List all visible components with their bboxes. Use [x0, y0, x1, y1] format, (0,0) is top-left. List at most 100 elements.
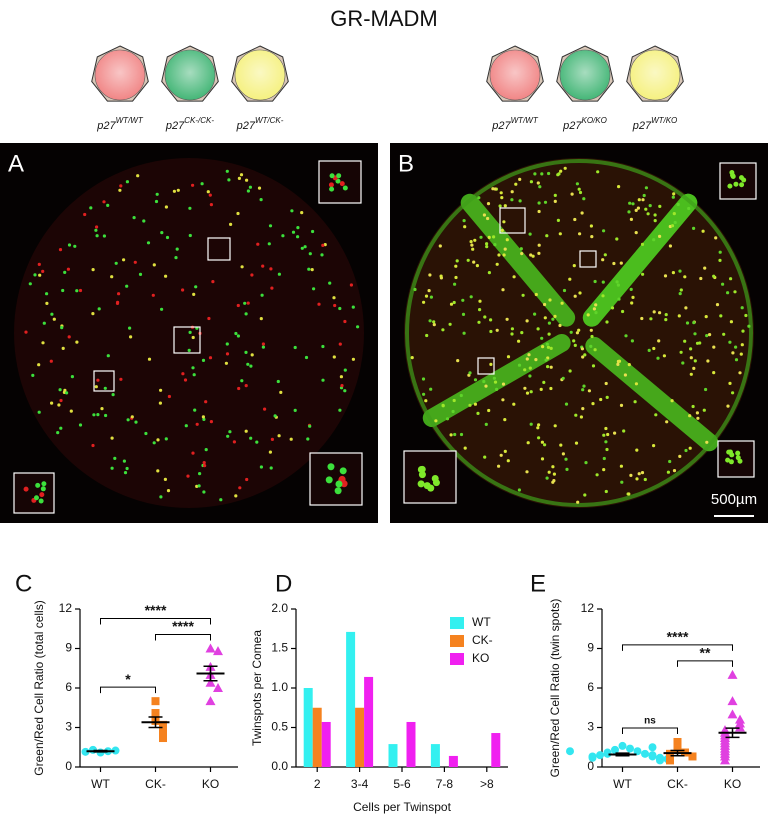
cell-dot: [261, 264, 265, 268]
cell-dot: [237, 176, 241, 180]
cell-dot: [187, 348, 191, 352]
cell-dot: [540, 172, 544, 176]
cell-dot: [523, 386, 527, 390]
cell-dot: [529, 180, 534, 184]
cell-dot: [534, 358, 538, 362]
cell-dot: [73, 244, 77, 248]
data-point: [673, 737, 682, 746]
inset-frame: [207, 237, 231, 261]
cell-dot: [321, 243, 325, 247]
cell-dot: [628, 201, 632, 205]
cell-dot: [321, 344, 325, 349]
cell-dot: [612, 261, 616, 266]
inset-cell: [418, 471, 426, 479]
cell-dot: [289, 437, 293, 441]
cell-dot: [95, 234, 99, 238]
cell-dot: [183, 378, 188, 382]
cell-dot: [722, 332, 726, 336]
cell-dot: [726, 291, 730, 295]
cell-dot: [696, 416, 700, 420]
cell-dot: [692, 366, 696, 370]
cell-dot: [570, 192, 574, 196]
cell-dot: [462, 219, 466, 223]
cell-dot: [619, 403, 624, 407]
cell-dot: [540, 457, 545, 461]
cell-dot: [548, 298, 552, 302]
cell-dot: [688, 414, 692, 418]
cell-dot: [159, 388, 163, 392]
cell-dot: [678, 269, 682, 273]
sem-bar: [615, 752, 630, 757]
cell-dot: [726, 404, 730, 408]
cell-dot: [110, 436, 114, 440]
cell-dot: [528, 232, 532, 236]
cell-dot: [61, 346, 65, 350]
genotype-base: p27: [562, 120, 582, 132]
cell-dot: [65, 391, 69, 395]
cell-dot: [256, 242, 260, 246]
cell-dot: [596, 170, 600, 174]
cell-dot: [240, 265, 244, 269]
cell-dot: [461, 298, 465, 302]
cell-shine: [95, 50, 145, 100]
cell-dot: [459, 393, 463, 398]
cell-dot: [519, 247, 523, 251]
cell-dot: [574, 413, 578, 417]
cell-dot: [568, 277, 572, 281]
cell-dot: [293, 408, 297, 412]
cell-dot: [547, 321, 552, 325]
green-streak: [582, 193, 698, 327]
panel-label: A: [8, 150, 24, 177]
cell-dot: [128, 326, 132, 330]
cell-dot: [144, 431, 148, 436]
cell-dot: [580, 211, 584, 215]
cell-dot: [317, 302, 321, 306]
cell-dot: [537, 243, 541, 247]
genotype-sup: CK-/CK-: [184, 116, 214, 125]
cell-dot: [449, 302, 454, 306]
cell-dot: [300, 246, 304, 250]
cell-dot: [678, 454, 682, 458]
cell-dot: [484, 384, 488, 388]
cell-dot: [689, 372, 693, 376]
cell-dot: [672, 192, 676, 196]
cell-dot: [123, 471, 128, 475]
cell-dot: [425, 333, 429, 338]
cell-dot: [462, 331, 466, 335]
cell-dot: [202, 490, 206, 494]
cell-dot: [562, 288, 567, 293]
cell-dot: [733, 290, 737, 294]
cell-dot: [605, 320, 609, 324]
cell-dot: [552, 479, 556, 483]
x-tick-label: 7-8: [436, 777, 454, 791]
cell-dot: [156, 469, 160, 473]
y-tick-label: 1.5: [271, 641, 288, 655]
cell-dot: [704, 387, 708, 392]
sem-bar: [725, 727, 740, 739]
cell-dot: [564, 402, 569, 406]
cell-dot: [197, 484, 201, 488]
cell-dot: [257, 186, 262, 190]
cell-dot: [453, 432, 457, 437]
inset-cell: [35, 482, 41, 488]
cell-dot: [602, 229, 606, 233]
cell-dot: [595, 473, 599, 477]
cell-dot: [702, 408, 706, 412]
cell-dot: [429, 387, 433, 391]
inset-bg: [404, 451, 456, 503]
cell-dot: [134, 420, 138, 424]
data-point: [205, 677, 216, 687]
cell-dot: [594, 303, 598, 307]
significance-bracket: [100, 618, 211, 625]
cell-dot: [477, 320, 481, 324]
inset-frame: [93, 370, 115, 392]
cell-dot: [525, 470, 529, 474]
cell-dot: [306, 437, 310, 441]
cell-dot: [260, 293, 264, 297]
cell-dot: [731, 351, 735, 355]
cell-dot: [619, 464, 624, 468]
legend-swatch: [450, 617, 464, 629]
significance-label: ns: [644, 716, 656, 727]
cell-dot: [510, 327, 514, 331]
cell-dot: [63, 388, 67, 392]
